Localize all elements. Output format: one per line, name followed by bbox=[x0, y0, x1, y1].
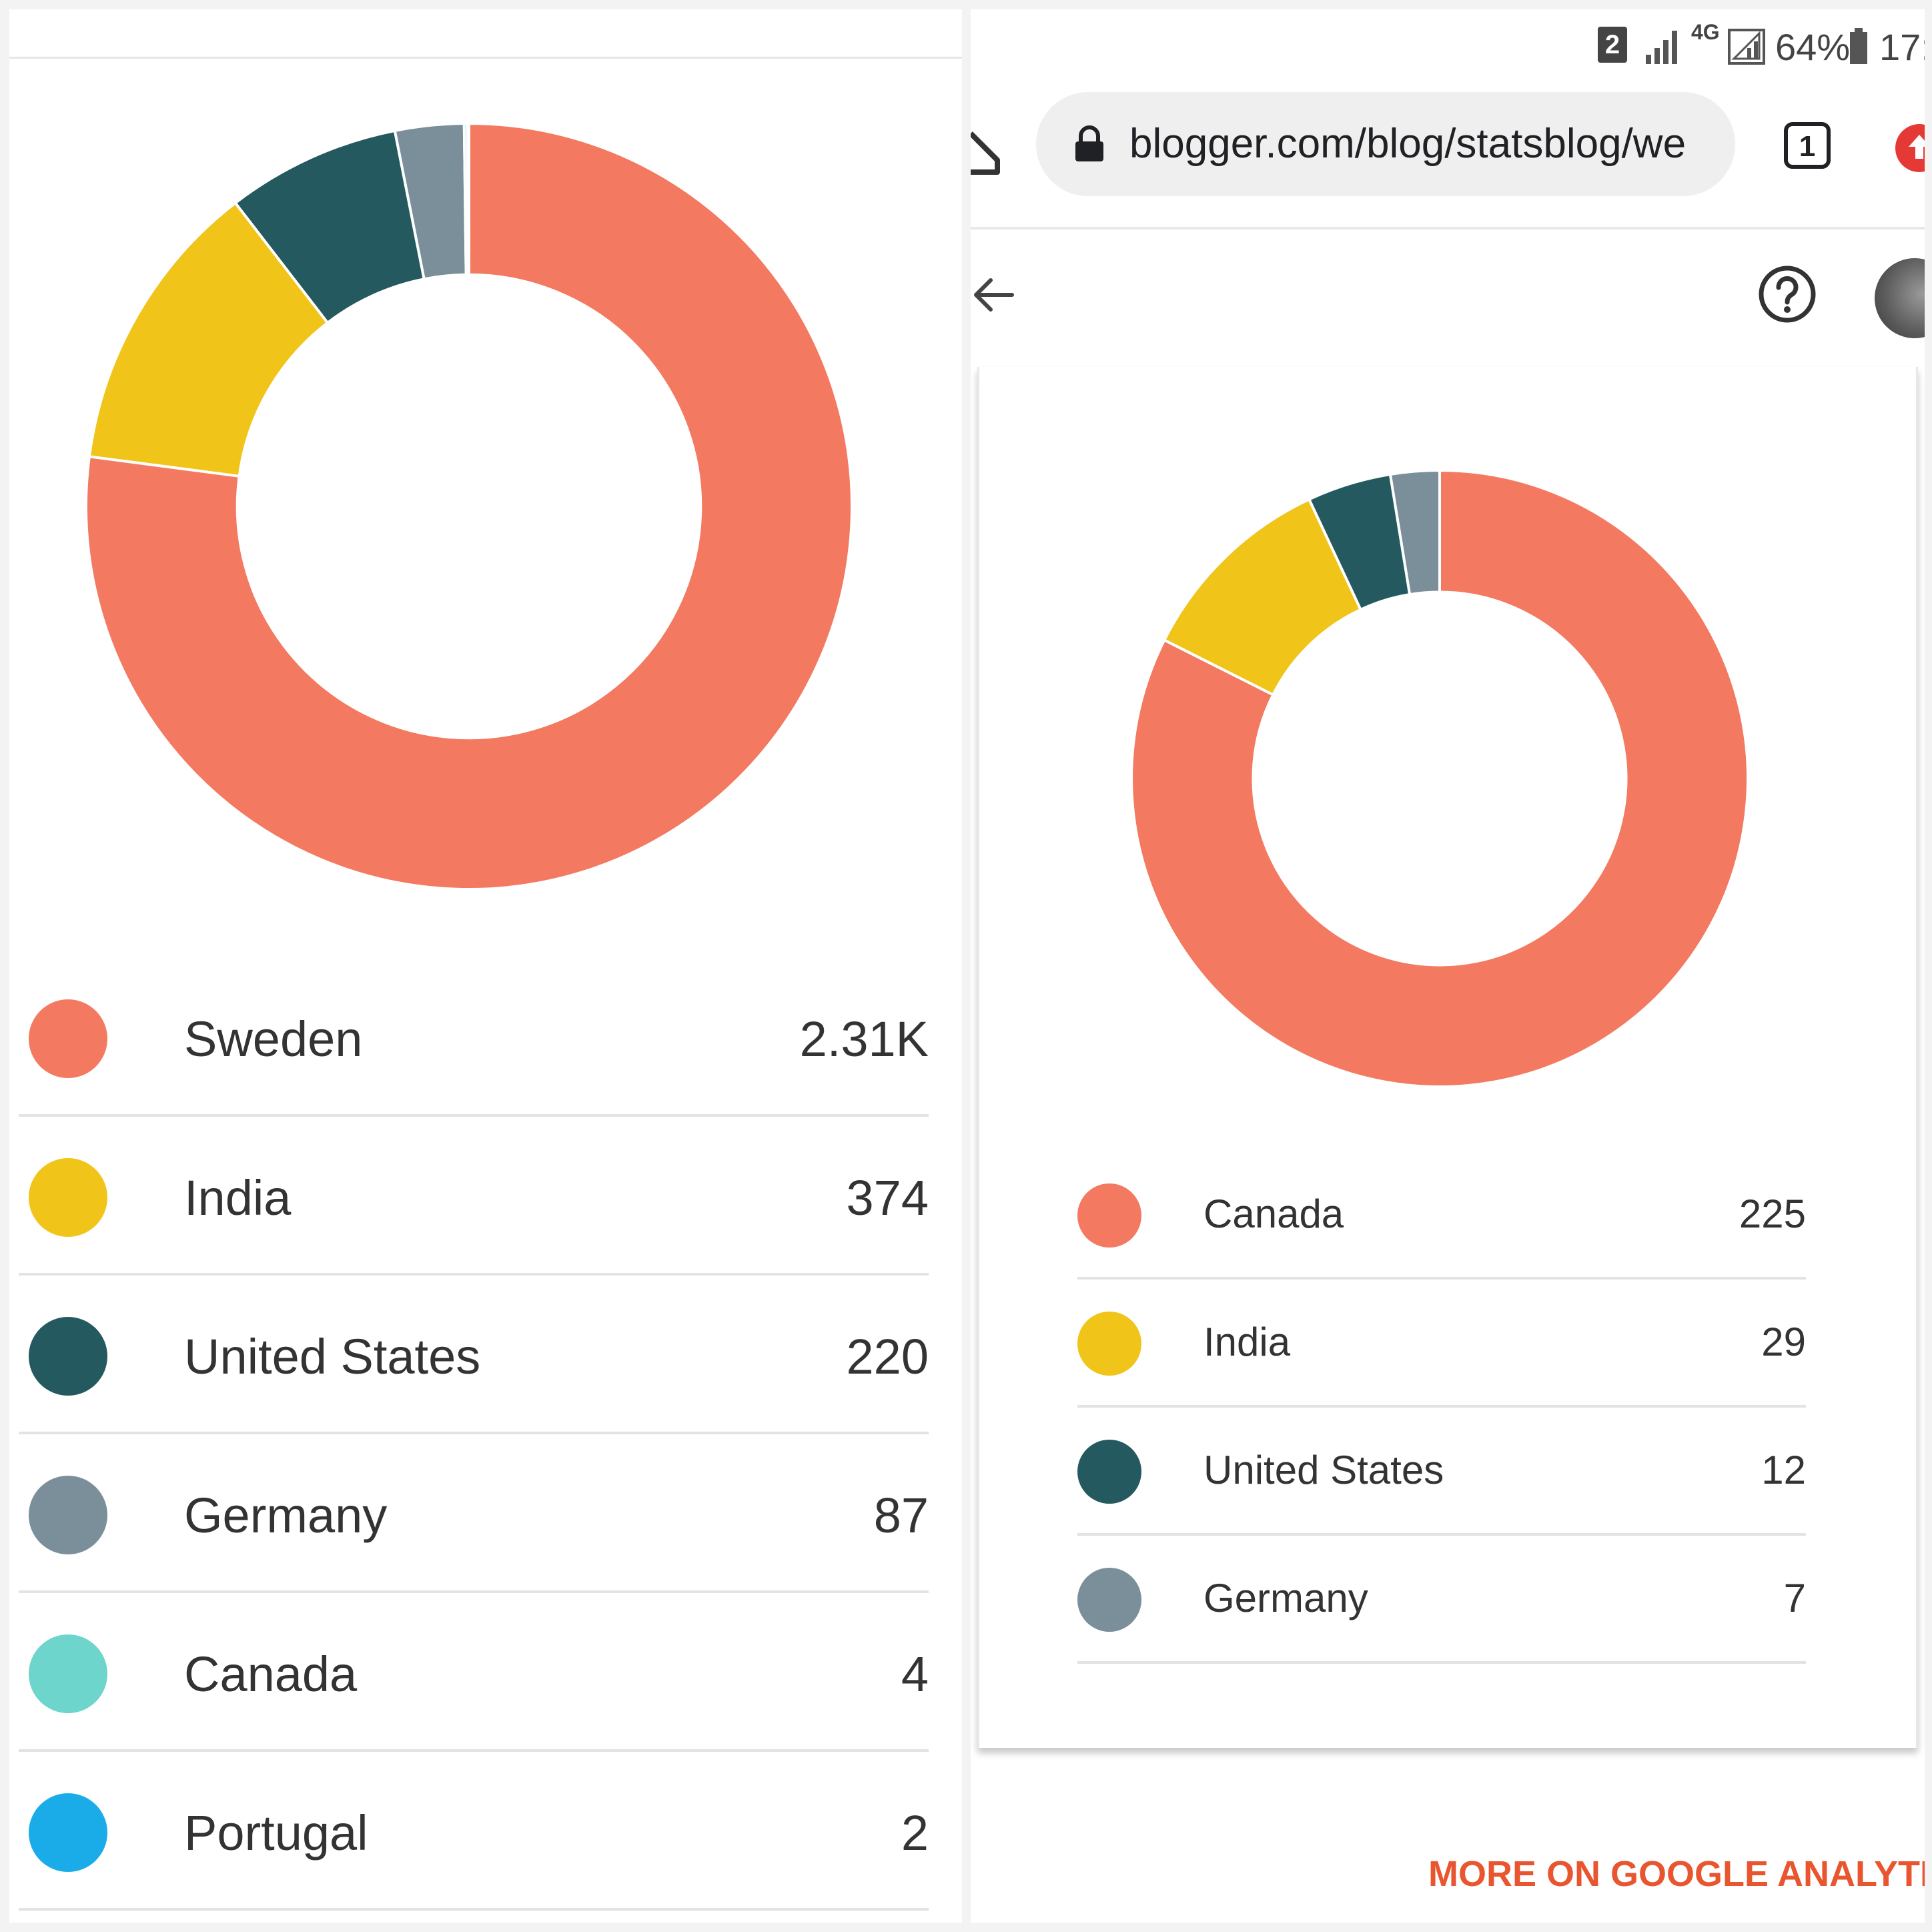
legend-label: Germany bbox=[184, 1488, 388, 1543]
signal-icon bbox=[1646, 31, 1677, 64]
battery-icon bbox=[1850, 28, 1867, 64]
legend-value: 87 bbox=[873, 1488, 929, 1543]
battery-percent: 64% bbox=[1775, 26, 1851, 68]
right-donut-chart bbox=[1131, 470, 1748, 1087]
legend-label: Canada bbox=[1203, 1191, 1344, 1236]
legend-color-dot bbox=[1077, 1440, 1141, 1504]
legend-row-germany[interactable]: Germany 87 bbox=[19, 1434, 929, 1593]
avatar[interactable] bbox=[1875, 258, 1925, 338]
left-donut-chart bbox=[86, 123, 852, 889]
help-icon[interactable] bbox=[1758, 265, 1817, 324]
legend-value: 29 bbox=[1761, 1320, 1806, 1364]
legend-value: 4 bbox=[901, 1646, 929, 1702]
right-slice-canada[interactable] bbox=[1131, 470, 1748, 1087]
google-analytics-link[interactable]: MORE ON GOOGLE ANALYTICS bbox=[1428, 1854, 1925, 1894]
legend-row-portugal[interactable]: Portugal 2 bbox=[19, 1752, 929, 1911]
left-legend: Sweden 2.31K India 374 United States 220 Germa… bbox=[19, 958, 929, 1911]
legend-value: 2 bbox=[901, 1805, 929, 1861]
url-text: blogger.com/blog/statsblog/we bbox=[1129, 121, 1686, 167]
legend-label: United States bbox=[184, 1329, 481, 1384]
address-bar[interactable]: blogger.com/blog/statsblog/we bbox=[1036, 92, 1735, 196]
lock-icon bbox=[1075, 125, 1103, 161]
legend-row-united-states[interactable]: United States 220 bbox=[19, 1276, 929, 1434]
clock: 17: bbox=[1879, 26, 1925, 68]
network-type: 4G bbox=[1691, 20, 1720, 44]
tabs-icon[interactable]: 1 bbox=[1783, 121, 1831, 169]
status-bar: 2 4G 64% 17: bbox=[971, 9, 1925, 88]
legend-row-canada[interactable]: Canada 4 bbox=[19, 1593, 929, 1752]
legend-color-dot bbox=[29, 1634, 107, 1713]
legend-label: Germany bbox=[1203, 1576, 1368, 1620]
legend-color-dot bbox=[29, 1317, 107, 1396]
signal-strength-icon bbox=[1728, 29, 1765, 65]
legend-label: Canada bbox=[184, 1646, 358, 1702]
legend-row-india[interactable]: India 374 bbox=[19, 1117, 929, 1276]
legend-value: 7 bbox=[1783, 1576, 1806, 1620]
sim-badge: 2 bbox=[1598, 27, 1627, 63]
right-legend: Canada 225 India 29 United States 12 Germany 7 bbox=[1077, 1151, 1806, 1664]
top-divider bbox=[9, 57, 962, 59]
home-icon[interactable] bbox=[971, 129, 1001, 176]
legend-value: 225 bbox=[1739, 1191, 1806, 1236]
legend-color-dot bbox=[1077, 1183, 1141, 1248]
right-stats-panel: 2 4G 64% 17: blogger.com/blog/statsblog/… bbox=[971, 9, 1925, 1923]
legend-color-dot bbox=[29, 1793, 107, 1872]
back-arrow-icon[interactable] bbox=[971, 271, 1019, 319]
legend-color-dot bbox=[1077, 1312, 1141, 1376]
left-slice-portugal[interactable] bbox=[466, 123, 470, 276]
legend-color-dot bbox=[29, 1476, 107, 1554]
legend-value: 2.31K bbox=[799, 1011, 929, 1067]
tab-count: 1 bbox=[1799, 130, 1815, 163]
legend-label: Portugal bbox=[184, 1805, 368, 1861]
legend-value: 220 bbox=[846, 1329, 929, 1384]
legend-color-dot bbox=[1077, 1568, 1141, 1632]
legend-label: India bbox=[1203, 1320, 1291, 1364]
legend-row-india[interactable]: India 29 bbox=[1077, 1280, 1806, 1408]
right-slice-germany[interactable] bbox=[1388, 470, 1441, 596]
left-slice-sweden[interactable] bbox=[86, 123, 852, 889]
update-icon[interactable] bbox=[1885, 121, 1925, 175]
legend-label: India bbox=[184, 1170, 292, 1226]
left-slice-india[interactable] bbox=[87, 201, 330, 478]
legend-row-united-states[interactable]: United States 12 bbox=[1077, 1408, 1806, 1536]
toolbar-divider bbox=[971, 227, 1925, 229]
legend-row-sweden[interactable]: Sweden 2.31K bbox=[19, 958, 929, 1117]
legend-row-canada[interactable]: Canada 225 bbox=[1077, 1151, 1806, 1280]
legend-color-dot bbox=[29, 999, 107, 1078]
legend-row-germany[interactable]: Germany 7 bbox=[1077, 1536, 1806, 1664]
left-stats-panel: Sweden 2.31K India 374 United States 220 Germa… bbox=[9, 9, 962, 1923]
legend-label: Sweden bbox=[184, 1011, 363, 1067]
legend-value: 12 bbox=[1761, 1448, 1806, 1492]
legend-value: 374 bbox=[846, 1170, 929, 1226]
legend-label: United States bbox=[1203, 1448, 1444, 1492]
legend-color-dot bbox=[29, 1158, 107, 1237]
